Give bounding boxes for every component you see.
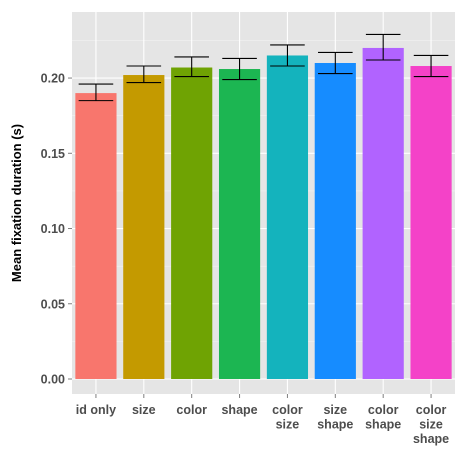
bar	[266, 55, 309, 379]
y-axis: 0.00 0.05 0.10 0.15 0.20	[41, 72, 72, 387]
error-bars	[78, 33, 449, 102]
y-axis-label: Mean fixation duration (s)	[9, 124, 24, 282]
error-bar	[174, 56, 209, 78]
error-bar	[318, 51, 353, 75]
y-tick-label: 0.10	[41, 222, 65, 236]
x-tick-label: color	[176, 403, 207, 417]
error-bar	[222, 57, 257, 81]
error-bar	[365, 33, 401, 61]
x-tick-label: id only	[76, 403, 116, 417]
bar	[362, 47, 404, 379]
bar	[410, 66, 452, 379]
bar	[218, 69, 261, 380]
bar	[75, 93, 117, 379]
error-bar	[78, 83, 114, 102]
bars	[75, 47, 452, 380]
x-tick-label: color size	[272, 403, 303, 432]
bar	[171, 67, 213, 379]
x-tick-label: size shape	[317, 403, 353, 432]
error-bar	[126, 65, 162, 84]
y-tick-label: 0.00	[41, 373, 65, 387]
x-tick-label: color size shape	[413, 403, 449, 446]
x-tick-label: color shape	[365, 403, 401, 432]
x-tick-label: size	[132, 403, 156, 417]
error-bar	[413, 54, 449, 78]
bar	[123, 75, 165, 380]
error-bar	[270, 44, 305, 67]
bar	[314, 63, 356, 379]
y-tick-label: 0.15	[41, 147, 65, 161]
y-tick-label: 0.05	[41, 297, 65, 311]
x-tick-label: shape	[221, 403, 257, 417]
y-tick-label: 0.20	[41, 72, 65, 86]
